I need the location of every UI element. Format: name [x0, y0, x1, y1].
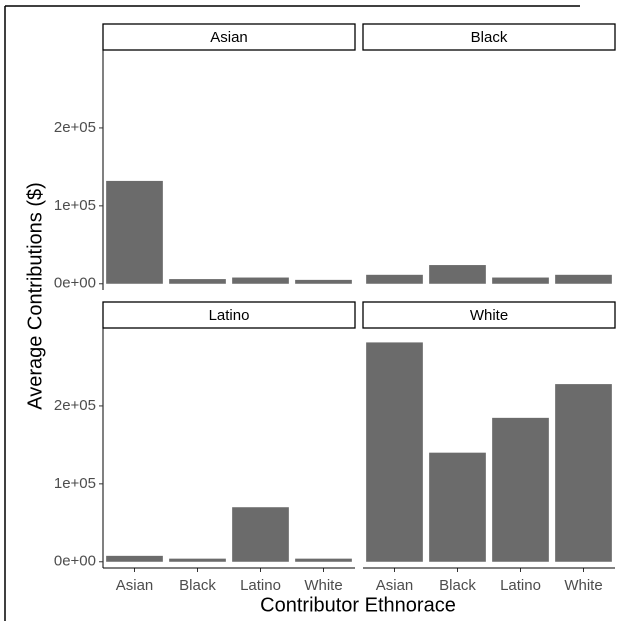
y-tick-label: 1e+05 [54, 197, 96, 214]
x-tick-label: Asian [376, 577, 414, 594]
bar [106, 180, 163, 284]
x-tick-label: White [564, 577, 602, 594]
y-tick-label: 0e+00 [54, 275, 96, 292]
bar [492, 417, 549, 562]
bar [169, 558, 226, 562]
x-tick-label: Latino [500, 577, 541, 594]
bar [295, 558, 352, 562]
bar [429, 452, 486, 562]
x-tick-label: White [304, 577, 342, 594]
y-tick-label: 0e+00 [54, 553, 96, 570]
strip [362, 23, 616, 51]
bar [555, 384, 612, 562]
bar [169, 279, 226, 284]
bar [106, 555, 163, 562]
x-tick-label: Asian [116, 577, 154, 594]
strip [362, 301, 616, 329]
bar [429, 265, 486, 284]
bar [232, 277, 289, 284]
bar [555, 274, 612, 284]
bar [366, 342, 423, 562]
strip [102, 301, 356, 329]
bar [232, 507, 289, 562]
y-tick-label: 2e+05 [54, 397, 96, 414]
y-axis-label: Average Contributions ($) [24, 182, 46, 410]
x-tick-label: Black [439, 577, 476, 594]
x-tick-label: Black [179, 577, 216, 594]
strip [102, 23, 356, 51]
bar [366, 274, 423, 284]
y-tick-label: 1e+05 [54, 475, 96, 492]
bar [492, 277, 549, 284]
bar [295, 279, 352, 284]
strip-label: Black [471, 29, 508, 46]
x-tick-label: Latino [240, 577, 281, 594]
strip-label: Latino [209, 307, 250, 324]
strip-label: Asian [210, 29, 248, 46]
y-tick-label: 2e+05 [54, 119, 96, 136]
x-axis-label: Contributor Ethnorace [260, 594, 456, 616]
strip-label: White [470, 307, 508, 324]
